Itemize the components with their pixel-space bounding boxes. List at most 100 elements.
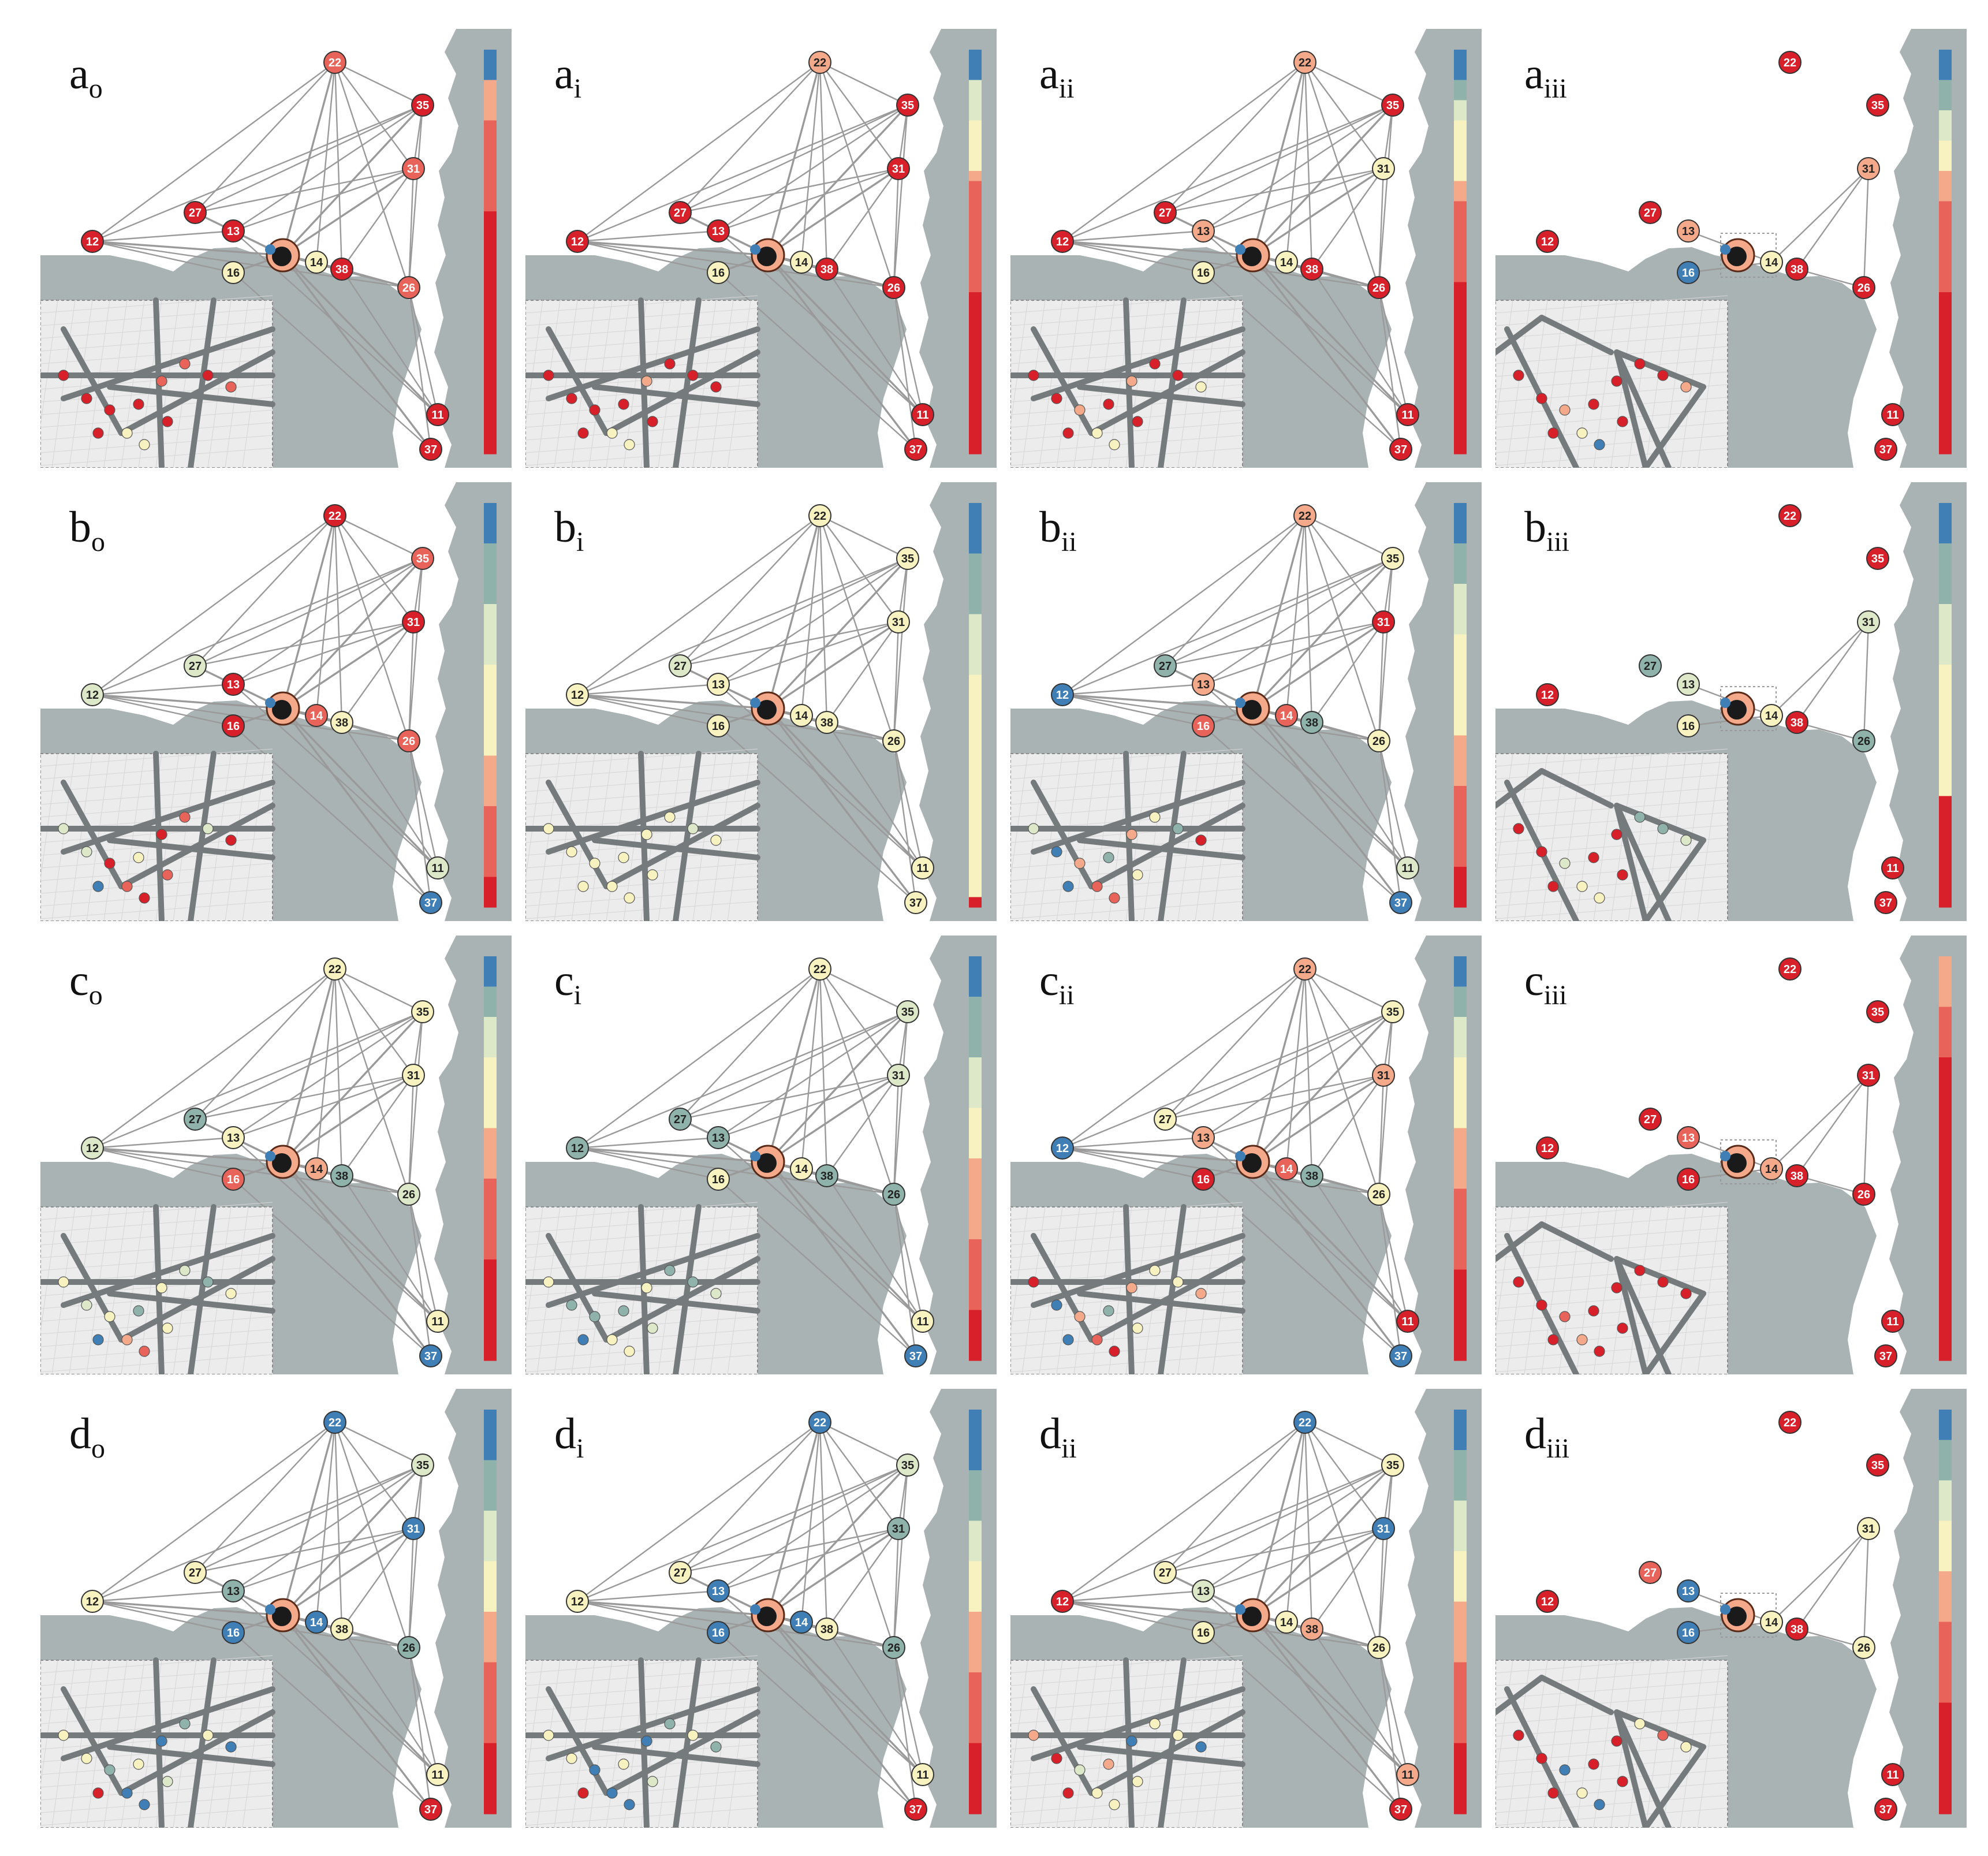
inset-station — [179, 358, 191, 370]
inset-station — [687, 1730, 699, 1741]
sea-gulf — [1495, 700, 1796, 759]
edge — [233, 1464, 423, 1592]
scale-cell — [484, 1148, 497, 1159]
station-label: 35 — [416, 99, 429, 112]
edge — [1311, 269, 1409, 415]
scale-cell — [969, 90, 982, 101]
panel-label: do — [69, 1410, 105, 1464]
scale-cell — [1454, 131, 1467, 141]
scale-cell — [969, 1803, 982, 1814]
inset-road — [188, 751, 217, 921]
inset-station — [202, 370, 214, 381]
inset-road — [592, 1744, 760, 1767]
hub-node — [1720, 238, 1755, 273]
station-label: 16 — [712, 267, 725, 279]
edge — [1311, 722, 1409, 869]
station-node-12: 12 — [1051, 1136, 1074, 1160]
inset-station — [589, 1764, 600, 1776]
station-node-16: 16 — [222, 1168, 245, 1191]
station-label: 37 — [1394, 1803, 1407, 1816]
edge — [334, 968, 423, 1013]
scale-cell — [484, 393, 497, 404]
edge — [1252, 1614, 1409, 1776]
scale-cell — [969, 140, 982, 151]
station-label: 16 — [712, 1627, 725, 1639]
inset-station — [647, 869, 658, 881]
scale-cell — [1454, 1581, 1467, 1592]
station-node-12: 12 — [1536, 1590, 1559, 1613]
edge — [1252, 707, 1409, 869]
edge — [1378, 740, 1402, 903]
inset-road — [1614, 1709, 1706, 1750]
edge — [680, 1464, 908, 1574]
inset-station — [543, 1730, 554, 1741]
scale-cell — [1454, 1419, 1467, 1430]
inset-road — [118, 1256, 275, 1343]
edge — [718, 105, 908, 232]
scale-cell — [1939, 1794, 1952, 1805]
scale-cell — [1939, 1662, 1952, 1673]
scale-cell — [969, 1128, 982, 1139]
edge — [577, 240, 894, 289]
inset-station — [1028, 370, 1039, 381]
scale-cell — [1939, 262, 1952, 273]
edge — [408, 1011, 424, 1195]
scale-cell — [484, 1229, 497, 1240]
station-node-13: 13 — [707, 1126, 730, 1149]
edge — [1378, 1011, 1394, 1195]
scale-cell — [484, 553, 497, 564]
inset-station — [577, 881, 589, 892]
scale-cell — [1939, 1148, 1952, 1159]
scale-cell — [969, 1702, 982, 1713]
station-label: 13 — [1682, 225, 1695, 238]
scale-cell — [484, 1753, 497, 1764]
inset-road — [188, 1657, 217, 1828]
scale-cell — [969, 533, 982, 544]
edge — [1304, 515, 1384, 623]
edge — [893, 1194, 917, 1356]
scale-cell — [484, 353, 497, 364]
edge — [233, 167, 414, 232]
scale-cell — [969, 181, 982, 192]
inset-map — [525, 295, 760, 468]
scale-cell — [484, 100, 497, 111]
scale-cell — [969, 796, 982, 807]
station-node-11: 11 — [1881, 1763, 1904, 1786]
edge — [92, 1147, 234, 1180]
edge — [195, 1527, 414, 1574]
scale-cell — [1939, 1007, 1952, 1018]
scale-cell — [484, 1571, 497, 1582]
station-node-13: 13 — [222, 219, 245, 243]
scale-cell — [484, 1320, 497, 1331]
station-node-37: 37 — [1874, 1798, 1897, 1821]
scale-cell — [1454, 1320, 1467, 1331]
inset-station — [1091, 881, 1103, 892]
scale-cell — [1939, 997, 1952, 1008]
edge — [577, 1600, 894, 1649]
scale-cell — [484, 543, 497, 554]
station-node-31: 31 — [1372, 1064, 1395, 1087]
scale-cell — [1454, 543, 1467, 554]
station-label: 38 — [1791, 717, 1803, 729]
station-label: 27 — [189, 207, 202, 219]
station-label: 35 — [416, 1006, 429, 1019]
station-label: 37 — [1879, 897, 1892, 910]
scale-cell — [1454, 201, 1467, 212]
inset-station — [1559, 404, 1571, 416]
edge — [334, 968, 343, 1176]
scale-cell — [1454, 80, 1467, 91]
station-node-35: 35 — [1381, 1454, 1404, 1477]
station-label: 37 — [1879, 443, 1892, 456]
edge — [334, 62, 414, 169]
scale-cell — [1454, 836, 1467, 847]
station-node-31: 31 — [402, 1064, 425, 1087]
inset-road — [546, 326, 609, 436]
inset-station — [618, 1758, 629, 1770]
station-node-38: 38 — [1300, 711, 1323, 734]
scale-cell — [1454, 1108, 1467, 1119]
station-label: 35 — [416, 553, 429, 565]
station-node-27: 27 — [1639, 654, 1662, 677]
edge — [893, 1647, 917, 1810]
